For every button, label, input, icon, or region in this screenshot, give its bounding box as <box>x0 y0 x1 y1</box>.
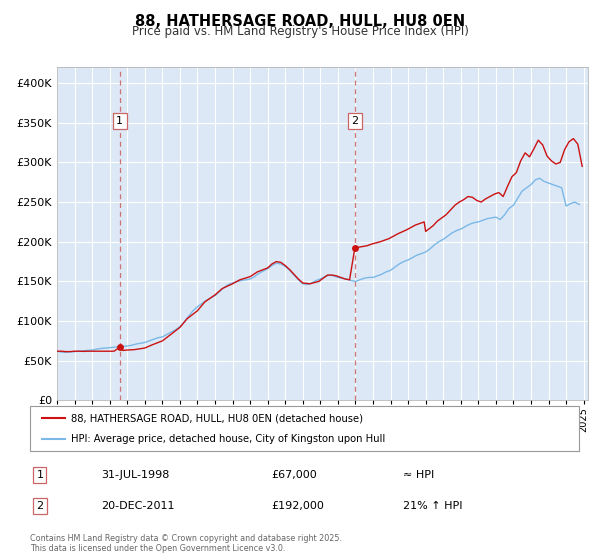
Text: 88, HATHERSAGE ROAD, HULL, HU8 0EN: 88, HATHERSAGE ROAD, HULL, HU8 0EN <box>135 14 465 29</box>
Text: 31-JUL-1998: 31-JUL-1998 <box>101 470 170 480</box>
Text: 1: 1 <box>116 116 124 126</box>
Text: £67,000: £67,000 <box>272 470 317 480</box>
Text: 1: 1 <box>37 470 43 480</box>
Text: Price paid vs. HM Land Registry's House Price Index (HPI): Price paid vs. HM Land Registry's House … <box>131 25 469 38</box>
Text: 21% ↑ HPI: 21% ↑ HPI <box>403 501 463 511</box>
Text: 88, HATHERSAGE ROAD, HULL, HU8 0EN (detached house): 88, HATHERSAGE ROAD, HULL, HU8 0EN (deta… <box>71 413 363 423</box>
Text: Contains HM Land Registry data © Crown copyright and database right 2025.
This d: Contains HM Land Registry data © Crown c… <box>30 534 342 553</box>
Text: 20-DEC-2011: 20-DEC-2011 <box>101 501 175 511</box>
Text: £192,000: £192,000 <box>272 501 325 511</box>
Text: HPI: Average price, detached house, City of Kingston upon Hull: HPI: Average price, detached house, City… <box>71 433 385 444</box>
Text: 2: 2 <box>351 116 358 126</box>
Text: 2: 2 <box>37 501 43 511</box>
Text: ≈ HPI: ≈ HPI <box>403 470 434 480</box>
